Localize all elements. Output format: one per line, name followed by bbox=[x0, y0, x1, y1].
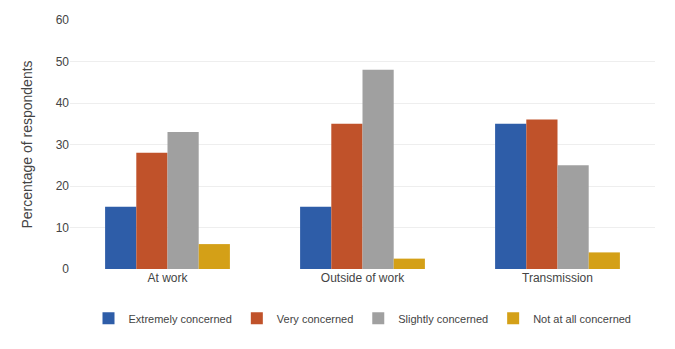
svg-text:40: 40 bbox=[56, 96, 70, 110]
svg-text:Not at all concerned: Not at all concerned bbox=[533, 313, 631, 325]
svg-text:At work: At work bbox=[147, 271, 188, 285]
svg-text:Percentage of respondents: Percentage of respondents bbox=[19, 60, 35, 228]
svg-text:Very concerned: Very concerned bbox=[277, 313, 353, 325]
svg-text:50: 50 bbox=[56, 55, 70, 69]
svg-text:Slightly concerned: Slightly concerned bbox=[398, 313, 488, 325]
svg-text:Outside of work: Outside of work bbox=[321, 271, 405, 285]
svg-text:30: 30 bbox=[56, 138, 70, 152]
svg-text:Extremely concerned: Extremely concerned bbox=[129, 313, 232, 325]
svg-text:20: 20 bbox=[56, 179, 70, 193]
svg-text:Transmission: Transmission bbox=[522, 271, 593, 285]
svg-text:10: 10 bbox=[56, 221, 70, 235]
svg-text:0: 0 bbox=[62, 262, 69, 276]
svg-text:60: 60 bbox=[56, 13, 70, 27]
